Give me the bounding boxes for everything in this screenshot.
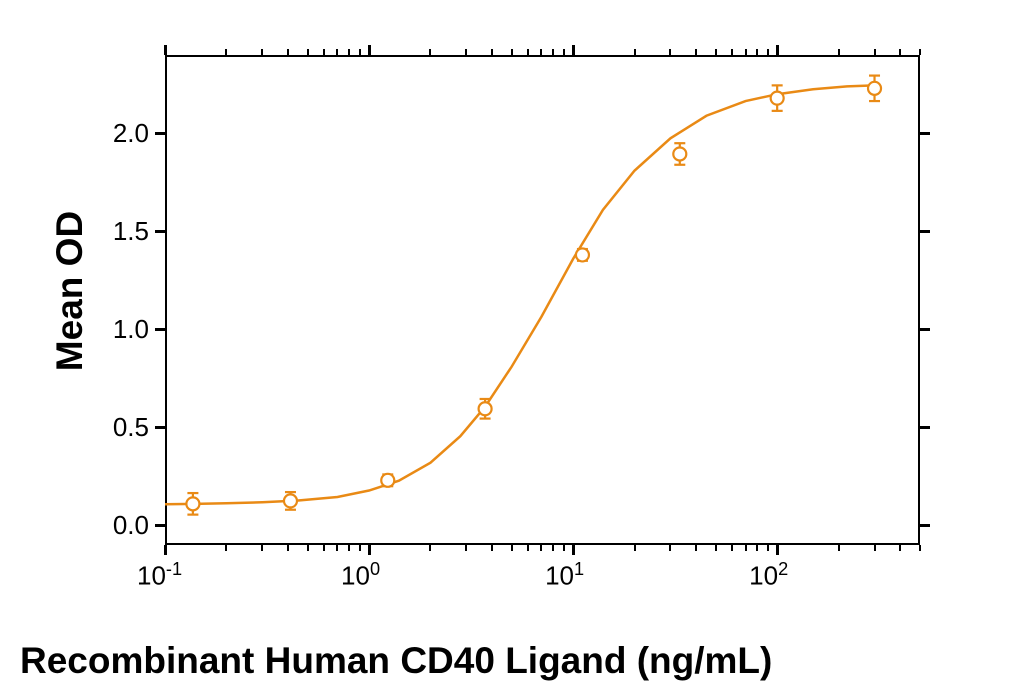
x-minor-tick — [874, 545, 876, 551]
data-point — [868, 82, 881, 95]
y-tick — [155, 524, 165, 527]
x-minor-tick — [261, 545, 263, 551]
x-minor-tick — [899, 49, 901, 55]
x-minor-tick — [838, 49, 840, 55]
x-minor-tick — [634, 545, 636, 551]
x-minor-tick — [307, 49, 309, 55]
y-tick — [920, 230, 930, 233]
x-minor-tick — [745, 49, 747, 55]
x-minor-tick — [336, 49, 338, 55]
x-minor-tick — [527, 545, 529, 551]
y-tick-label: 1.0 — [113, 314, 149, 345]
y-tick — [155, 132, 165, 135]
x-minor-tick — [465, 49, 467, 55]
y-tick-label: 2.0 — [113, 118, 149, 149]
data-point — [771, 92, 784, 105]
x-minor-tick — [540, 49, 542, 55]
x-minor-tick — [563, 545, 565, 551]
x-minor-tick — [767, 545, 769, 551]
data-point — [673, 147, 686, 160]
data-point — [479, 402, 492, 415]
x-minor-tick — [715, 49, 717, 55]
x-tick — [572, 45, 575, 55]
y-tick — [155, 426, 165, 429]
x-tick-label: 101 — [545, 559, 584, 592]
x-minor-tick — [359, 49, 361, 55]
x-minor-tick — [491, 49, 493, 55]
data-point — [576, 248, 589, 261]
x-tick-label: 100 — [341, 559, 380, 592]
x-minor-tick — [919, 49, 921, 55]
x-minor-tick — [634, 49, 636, 55]
x-minor-tick — [874, 49, 876, 55]
x-minor-tick — [323, 545, 325, 551]
x-minor-tick — [669, 545, 671, 551]
x-minor-tick — [540, 545, 542, 551]
fit-curve — [165, 85, 875, 504]
x-minor-tick — [838, 545, 840, 551]
y-tick-label: 0.0 — [113, 510, 149, 541]
y-tick — [920, 524, 930, 527]
data-point — [284, 494, 297, 507]
y-tick-label: 1.5 — [113, 216, 149, 247]
x-minor-tick — [359, 545, 361, 551]
x-minor-tick — [261, 49, 263, 55]
x-minor-tick — [287, 49, 289, 55]
x-minor-tick — [552, 545, 554, 551]
x-tick — [164, 545, 167, 555]
x-tick — [572, 545, 575, 555]
y-tick — [920, 132, 930, 135]
x-minor-tick — [465, 545, 467, 551]
x-minor-tick — [563, 49, 565, 55]
x-minor-tick — [225, 545, 227, 551]
x-tick — [368, 545, 371, 555]
x-tick — [776, 545, 779, 555]
x-minor-tick — [429, 49, 431, 55]
y-tick-label: 0.5 — [113, 412, 149, 443]
x-minor-tick — [287, 545, 289, 551]
x-minor-tick — [527, 49, 529, 55]
x-tick — [164, 45, 167, 55]
x-tick-label: 10-1 — [137, 559, 182, 592]
x-minor-tick — [695, 545, 697, 551]
x-minor-tick — [225, 49, 227, 55]
data-point — [186, 497, 199, 510]
y-tick — [155, 230, 165, 233]
x-tick — [776, 45, 779, 55]
x-minor-tick — [348, 545, 350, 551]
x-minor-tick — [756, 49, 758, 55]
x-minor-tick — [715, 545, 717, 551]
x-minor-tick — [695, 49, 697, 55]
y-tick — [920, 328, 930, 331]
x-minor-tick — [348, 49, 350, 55]
x-minor-tick — [429, 545, 431, 551]
y-tick — [920, 426, 930, 429]
chart-container: Mean OD Recombinant Human CD40 Ligand (n… — [0, 0, 1019, 686]
x-minor-tick — [899, 545, 901, 551]
x-minor-tick — [511, 545, 513, 551]
x-minor-tick — [731, 49, 733, 55]
x-minor-tick — [919, 545, 921, 551]
x-minor-tick — [323, 49, 325, 55]
x-minor-tick — [731, 545, 733, 551]
x-minor-tick — [745, 545, 747, 551]
x-minor-tick — [307, 545, 309, 551]
x-minor-tick — [491, 545, 493, 551]
x-minor-tick — [511, 49, 513, 55]
x-minor-tick — [552, 49, 554, 55]
y-tick — [155, 328, 165, 331]
x-tick — [368, 45, 371, 55]
x-minor-tick — [336, 545, 338, 551]
x-minor-tick — [756, 545, 758, 551]
x-tick-label: 102 — [749, 559, 788, 592]
x-minor-tick — [669, 49, 671, 55]
data-point — [381, 474, 394, 487]
x-minor-tick — [767, 49, 769, 55]
